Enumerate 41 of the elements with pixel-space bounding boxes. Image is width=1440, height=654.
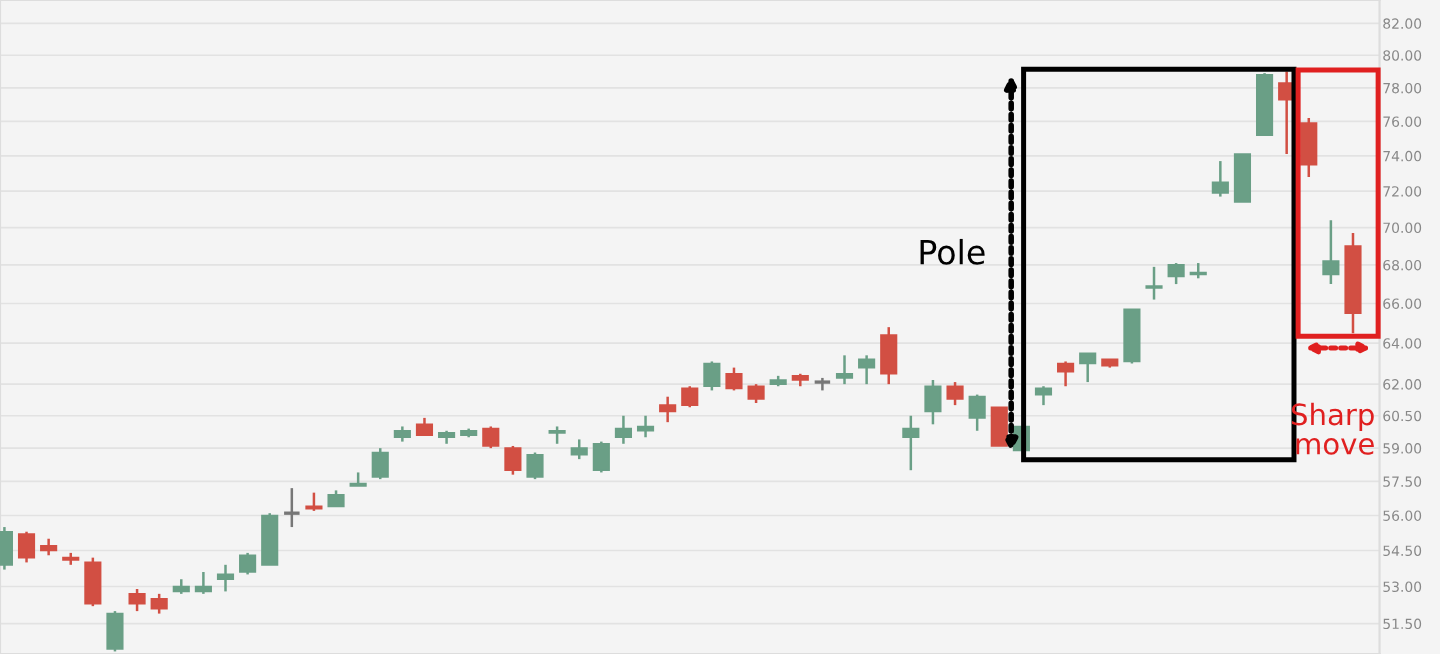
candlestick [128, 587, 146, 613]
candlestick [968, 393, 986, 433]
candlestick [526, 451, 544, 481]
candlestick [216, 563, 235, 593]
annotation: Pole [920, 238, 985, 265]
candlestick [371, 446, 389, 481]
candlestick [924, 378, 942, 426]
candlestick [194, 570, 212, 596]
candlestick [592, 440, 610, 474]
candlestick [84, 556, 102, 608]
candlestick [1057, 360, 1075, 388]
candlestick [902, 414, 920, 472]
candlestick [880, 325, 898, 386]
candlestick [1211, 159, 1229, 198]
candlestick [1145, 265, 1163, 301]
candlestick [1233, 153, 1252, 203]
candlestick [725, 366, 743, 392]
candlestick [681, 384, 699, 409]
candlestick [835, 354, 854, 386]
candlestick [1322, 218, 1340, 286]
candlestick [703, 360, 721, 392]
candlestick [636, 414, 655, 439]
candlestick [305, 491, 323, 513]
candlestick [106, 609, 124, 653]
candlestick [1300, 116, 1318, 179]
candlestick [282, 486, 302, 529]
candlestick [570, 438, 588, 461]
candlestick [990, 406, 1008, 447]
candlestick [17, 530, 36, 564]
candlestick [150, 592, 168, 615]
candlestick [858, 354, 876, 386]
candlestick [1079, 352, 1097, 384]
candlestick [504, 444, 522, 476]
candlestick [659, 395, 677, 424]
candlestick [482, 425, 500, 450]
candlestick [1034, 384, 1053, 407]
candlestick [946, 380, 964, 407]
candlestick [1167, 261, 1185, 286]
candlestick [747, 382, 765, 405]
candlestick [239, 551, 257, 576]
candlestick [614, 414, 633, 446]
